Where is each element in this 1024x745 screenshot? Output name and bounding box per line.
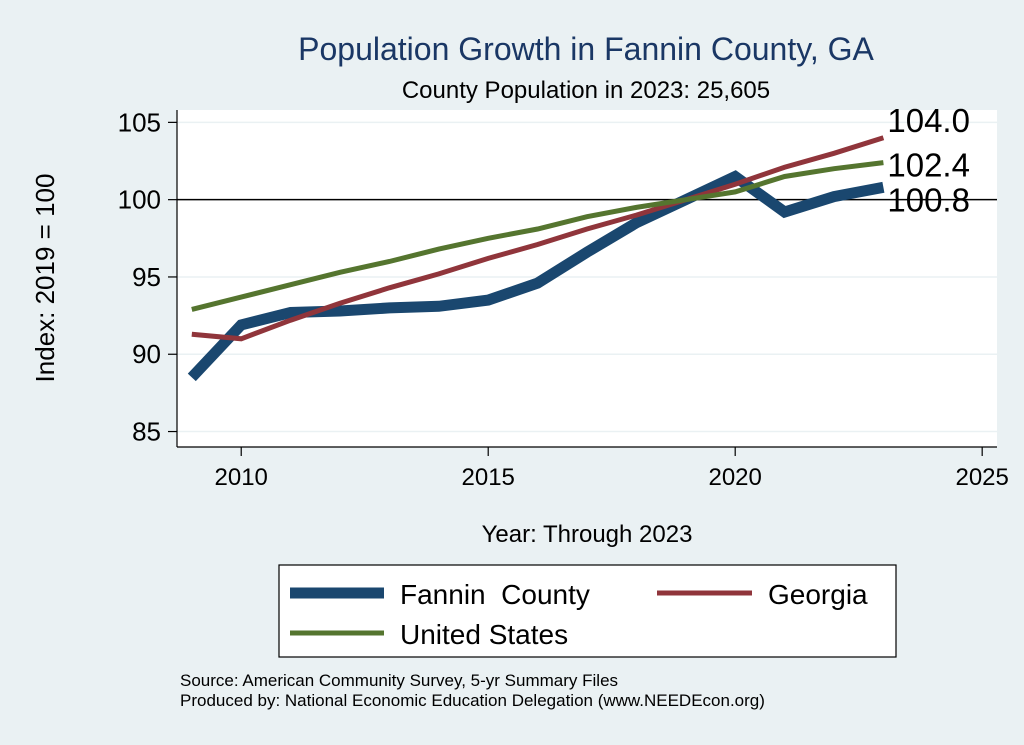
y-tick-label-105: 105 xyxy=(118,107,161,137)
series-lines xyxy=(187,135,885,382)
series-line-georgia xyxy=(191,135,885,342)
end-label-fannin-county: 100.8 xyxy=(887,181,970,218)
y-tick-label-100: 100 xyxy=(118,185,161,215)
x-axis-ticks: 2010 2015 2020 2025 xyxy=(215,447,1009,491)
end-label-united-states: 102.4 xyxy=(887,147,970,184)
legend-label-georgia: Georgia xyxy=(768,579,868,610)
legend-label-fannin: Fannin County xyxy=(400,579,590,610)
x-axis-label: Year: Through 2023 xyxy=(482,521,693,548)
plot-area xyxy=(177,110,997,447)
x-tick-label-2025: 2025 xyxy=(955,464,1008,491)
end-label-georgia: 104.0 xyxy=(887,102,970,139)
producer-note: Produced by: National Economic Education… xyxy=(180,691,765,710)
y-axis-label: Index: 2019 = 100 xyxy=(30,174,60,383)
x-tick-label-2020: 2020 xyxy=(708,464,761,491)
legend: Fannin County Georgia United States xyxy=(278,564,897,658)
chart-title: Population Growth in Fannin County, GA xyxy=(298,31,874,67)
y-axis-ticks: 85 90 95 100 105 xyxy=(118,107,177,447)
y-tick-label-95: 95 xyxy=(132,262,161,292)
legend-label-us: United States xyxy=(400,619,568,650)
x-tick-label-2010: 2010 xyxy=(215,464,268,491)
y-tick-label-85: 85 xyxy=(132,417,161,447)
legend-box xyxy=(278,564,897,658)
y-tick-label-90: 90 xyxy=(132,339,161,369)
source-note: Source: American Community Survey, 5-yr … xyxy=(180,671,619,690)
chart-subtitle: County Population in 2023: 25,605 xyxy=(402,77,770,104)
x-tick-label-2015: 2015 xyxy=(462,464,515,491)
series-line-united-states xyxy=(191,160,884,312)
